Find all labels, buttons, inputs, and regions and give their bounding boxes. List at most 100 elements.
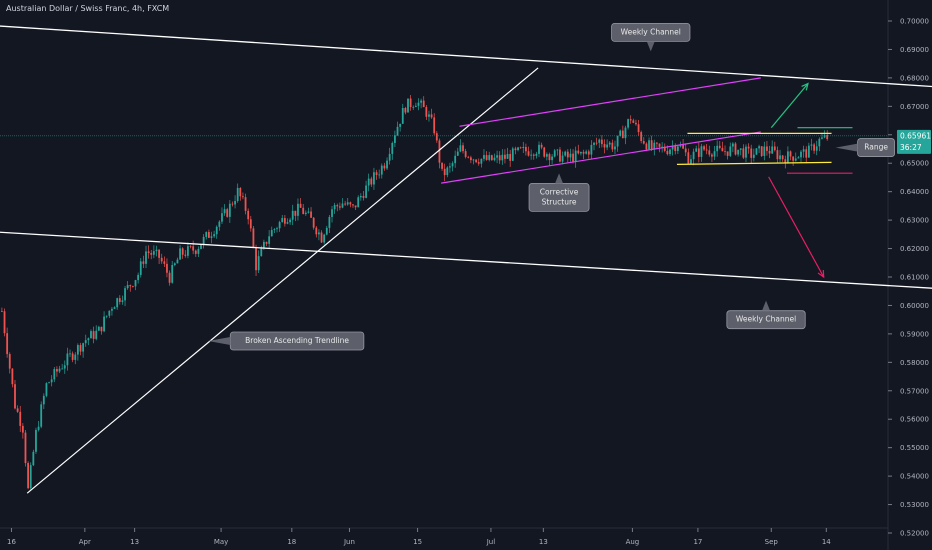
candle-body (802, 149, 805, 152)
candle-body (595, 142, 598, 144)
y-tick-label: 0.68000 (900, 74, 929, 82)
drawings-layer[interactable] (0, 25, 932, 494)
candle-body (187, 246, 189, 256)
weekly-channel-top[interactable] (0, 25, 932, 88)
candle-body (194, 250, 197, 254)
candle-body (37, 426, 40, 430)
broken-trendline-label[interactable]: Broken Ascending Trendline (208, 331, 365, 351)
y-tick-label: 0.57000 (900, 387, 929, 395)
candle-body (805, 149, 808, 158)
candle-body (760, 146, 763, 156)
candle-body (734, 143, 737, 155)
plot-area[interactable] (0, 94, 888, 490)
corrective-top[interactable] (459, 77, 761, 127)
price-badge: 0.65961 36:27 (897, 129, 931, 154)
candle-body (619, 130, 622, 136)
range-label[interactable]: Range (835, 138, 895, 157)
candle-body (226, 209, 229, 217)
candle-body (703, 146, 705, 150)
candle-body (53, 369, 56, 380)
candle-body (228, 203, 231, 217)
candle-body (669, 149, 671, 155)
candle-body (637, 124, 640, 133)
weekly-channel-top-label[interactable]: Weekly Channel (611, 22, 691, 52)
candle-body (731, 143, 734, 147)
candle-body (404, 108, 407, 113)
x-tick-label: Apr (79, 538, 91, 546)
candle-body (501, 154, 504, 161)
candle-body (362, 195, 365, 198)
candle-body (781, 155, 784, 160)
candle-body (1, 311, 3, 312)
candle-body (511, 148, 514, 161)
time-axis[interactable]: 16 Apr 13 May 18 Jun 15 Jul 13 Aug 17 Sep 14 (7, 528, 831, 546)
candle-body (462, 145, 464, 152)
candle-body (755, 148, 758, 155)
candle-body (113, 307, 116, 309)
x-tick-label: Jul (486, 538, 496, 546)
candle-body (632, 120, 635, 123)
candle-body (417, 102, 420, 106)
price-axis[interactable]: 0.700000.690000.680000.670000.660000.650… (888, 18, 929, 538)
candle-body (242, 196, 244, 198)
corrective-bottom[interactable] (441, 131, 761, 184)
candle-body (635, 122, 637, 125)
x-tick-label: 13 (539, 538, 548, 546)
candle-body (616, 135, 619, 147)
y-tick-label: 0.62000 (900, 245, 929, 253)
candle-body (509, 153, 512, 161)
candle-body (784, 159, 787, 164)
candle-body (218, 221, 221, 227)
candle-body (394, 135, 396, 143)
range-bottom[interactable] (676, 161, 832, 165)
candle-body (569, 153, 572, 158)
candle-body (48, 382, 50, 384)
candle-body (359, 195, 362, 198)
callout-pointer (555, 173, 564, 184)
candle-body (66, 353, 69, 366)
bearish-arrow[interactable] (768, 176, 825, 278)
bullish-arrow[interactable] (770, 83, 809, 129)
candle-body (346, 202, 349, 205)
candle-body (530, 154, 533, 156)
candle-body (585, 151, 588, 154)
y-tick-label: 0.64000 (900, 188, 929, 196)
candle-body (344, 203, 347, 205)
candle-body (69, 353, 71, 355)
weekly-channel-bottom-label[interactable]: Weekly Channel (726, 300, 806, 330)
annotations-layer[interactable]: Weekly Channel Weekly Channel CorrectiveSt… (208, 22, 895, 351)
candle-body (747, 146, 750, 149)
candle-body (739, 148, 742, 150)
x-tick-label: Sep (765, 538, 779, 546)
candle-body (674, 145, 677, 152)
candle-body (483, 155, 485, 159)
broken-ascending-trendline[interactable] (26, 67, 539, 494)
candle-body (807, 145, 810, 158)
candle-body (63, 365, 66, 369)
callout-pointer (208, 337, 231, 345)
candle-body (821, 137, 823, 139)
candle-body (116, 298, 119, 308)
y-tick-label: 0.52000 (900, 530, 929, 538)
weekly-channel-bottom[interactable] (0, 231, 932, 289)
candle-body (593, 142, 595, 145)
candle-body (745, 146, 747, 158)
candle-body (338, 206, 341, 208)
candle-body (320, 232, 323, 243)
candle-body (724, 151, 726, 153)
candle-body (132, 286, 134, 287)
candle-body (8, 354, 11, 369)
candle-body (207, 232, 210, 238)
candle-body (800, 151, 802, 158)
candle-body (548, 154, 551, 161)
candle-body (231, 203, 234, 205)
candle-body (95, 330, 98, 339)
candle-body (600, 139, 603, 145)
candle-body (422, 100, 425, 108)
candle-body (349, 202, 352, 205)
candle-body (815, 146, 818, 151)
candle-body (121, 300, 124, 302)
candle-body (92, 331, 95, 339)
